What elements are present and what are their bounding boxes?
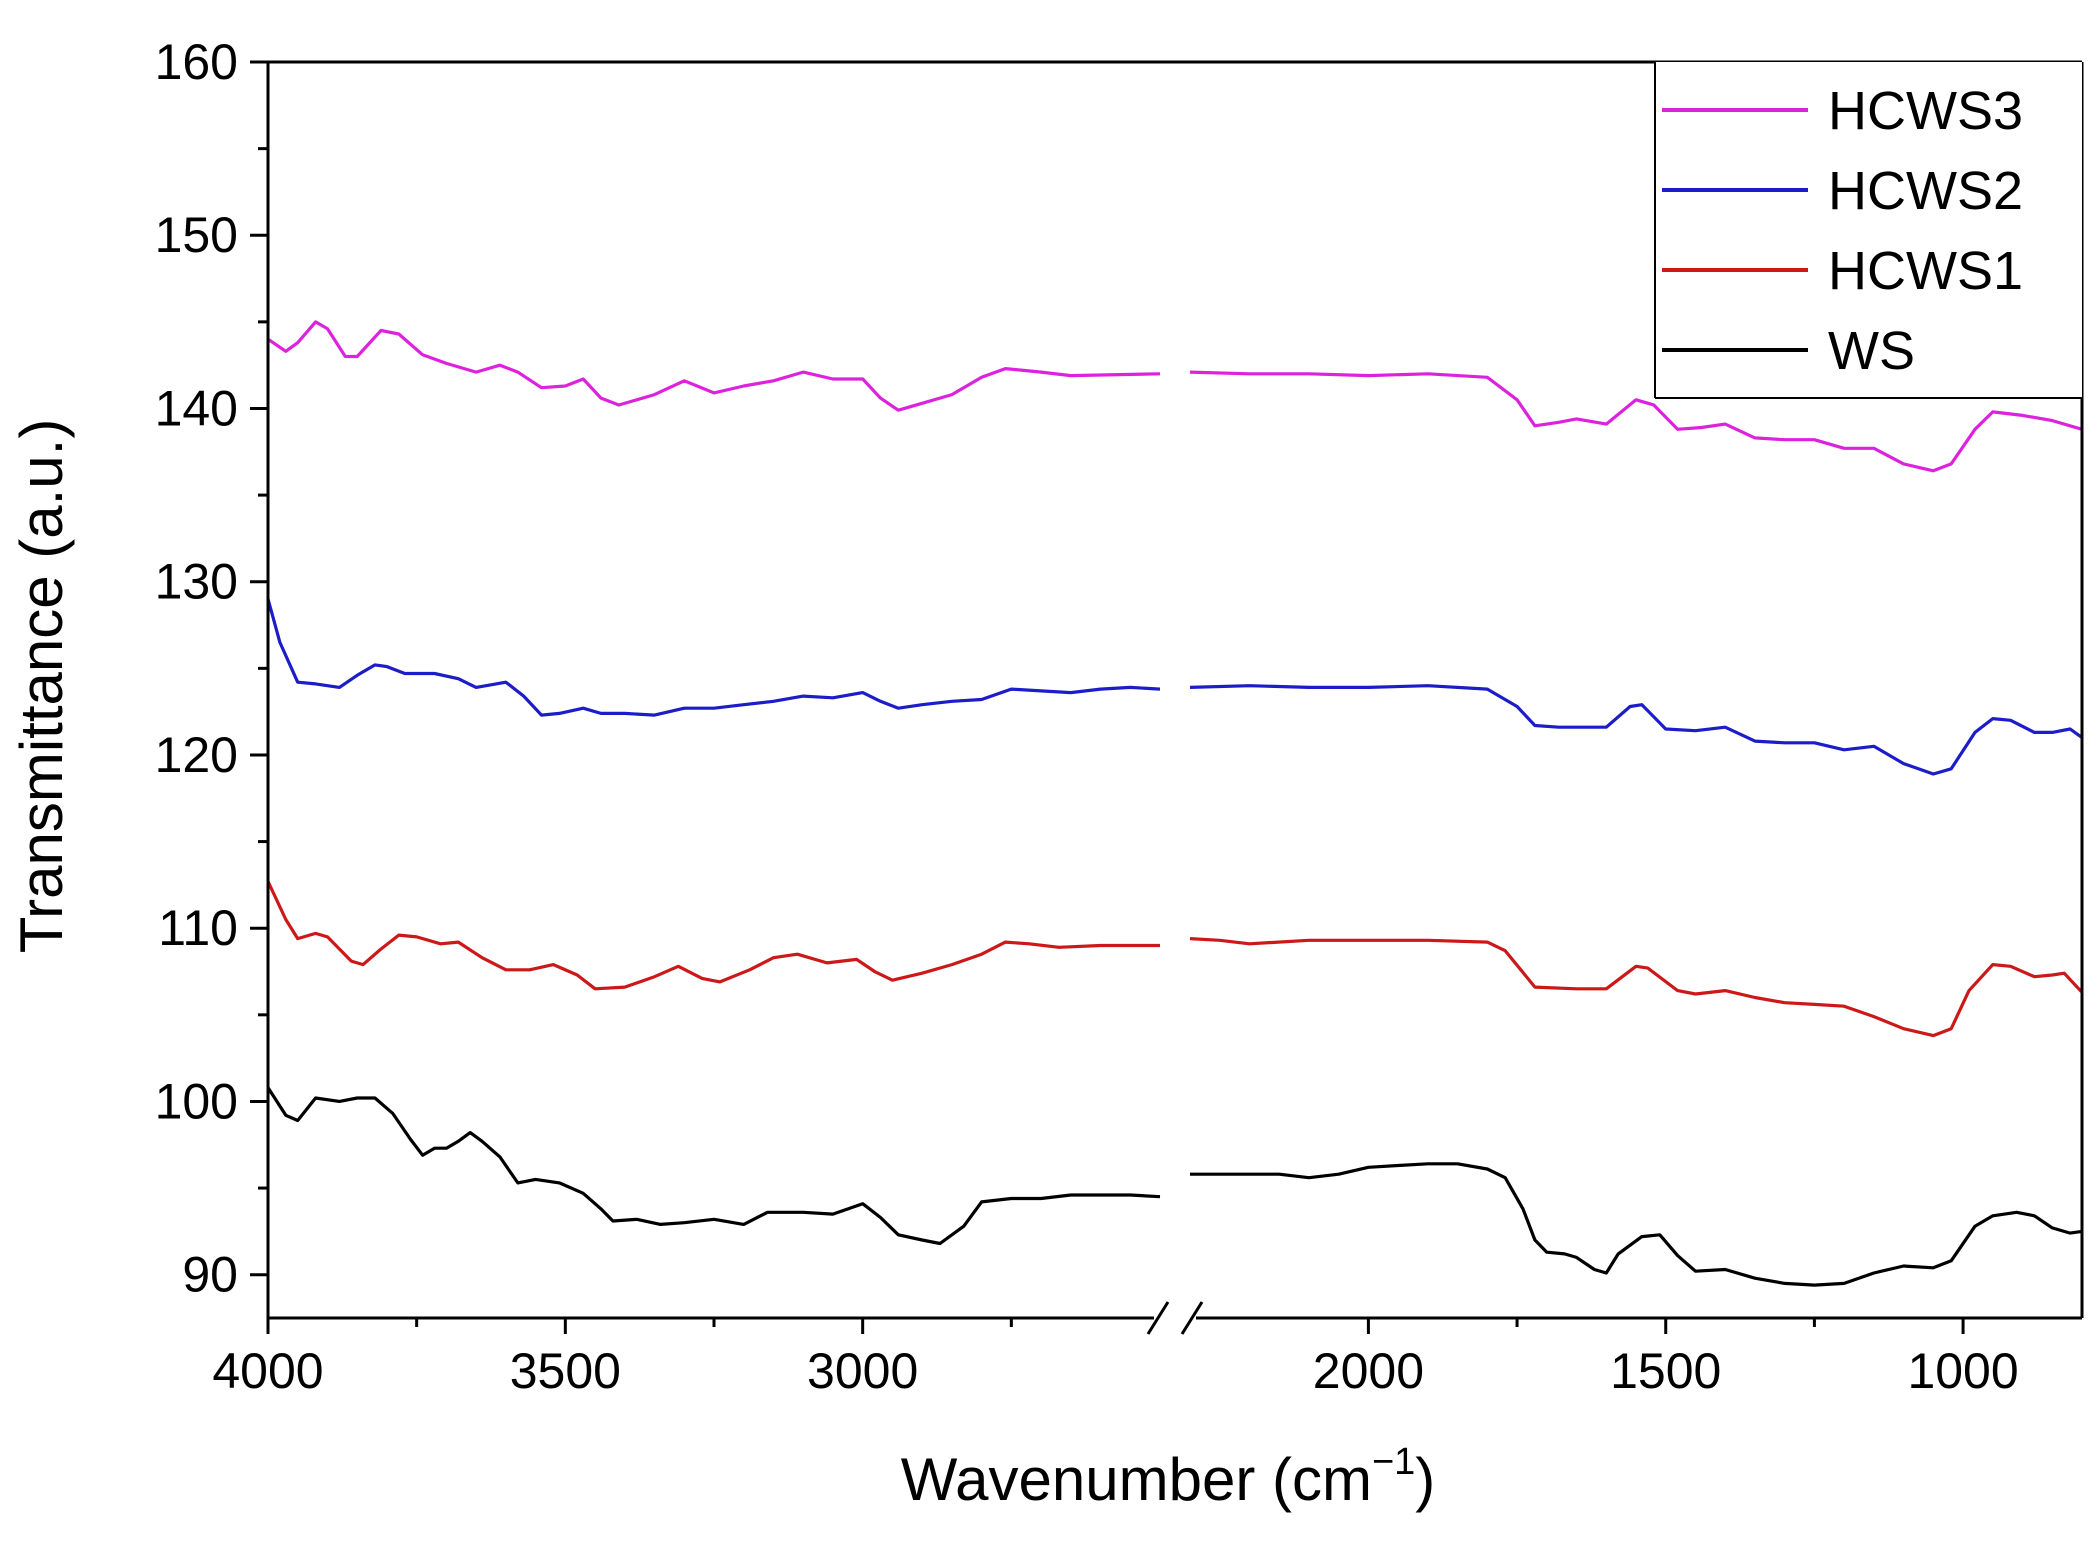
series-line-hcws1-segment-1: [266, 880, 1160, 991]
legend-label-hcws3: HCWS3: [1828, 81, 2023, 141]
y-tick-label-90: 90: [182, 1247, 238, 1303]
x-tick-label-2000: 2000: [1313, 1343, 1424, 1399]
series-line-hcws3-segment-1: [267, 320, 1161, 412]
x-axis-title: Wavenumber (cm−1): [901, 1441, 1436, 1513]
series-line-hcws2-segment-1: [266, 598, 1161, 717]
x-tick-label-1500: 1500: [1610, 1343, 1721, 1399]
x-tick-label-3500: 3500: [510, 1343, 621, 1399]
axis-break-gap: [1156, 1303, 1194, 1333]
y-tick-label-120: 120: [155, 727, 238, 783]
y-tick-label-130: 130: [155, 554, 238, 610]
y-tick-label-140: 140: [155, 380, 238, 436]
x-tick-label-1000: 1000: [1907, 1343, 2018, 1399]
series-line-ws-segment-1: [266, 1086, 1161, 1246]
x-tick-label-4000: 4000: [212, 1343, 323, 1399]
series-line-hcws3-segment-2: [1189, 370, 2083, 473]
legend-box: [1655, 62, 2082, 398]
legend-label-hcws2: HCWS2: [1828, 161, 2023, 221]
x-axis-title-close: ): [1415, 1446, 1435, 1513]
series-line-hcws1-segment-2: [1189, 937, 2084, 1038]
axis-break-mark-1: [1146, 1301, 1170, 1335]
y-axis-title: Transmittance (a.u.): [8, 419, 75, 954]
x-tick-label-3000: 3000: [807, 1343, 918, 1399]
legend: HCWS3 HCWS2 HCWS1 WS: [1654, 62, 2082, 399]
ticks: 4000 3500 3000 2000 1500 1000 90 100 110 120 130 14…: [155, 34, 2019, 1399]
plot-lines: [266, 320, 2084, 1287]
y-tick-label-160: 160: [155, 34, 238, 90]
series-line-ws-segment-2: [1190, 1162, 2083, 1287]
y-tick-label-150: 150: [155, 207, 238, 263]
legend-label-hcws1: HCWS1: [1828, 241, 2023, 301]
x-axis-title-superscript: −1: [1372, 1441, 1415, 1483]
y-tick-label-100: 100: [155, 1073, 238, 1129]
x-axis-title-main: Wavenumber (cm: [901, 1446, 1372, 1513]
series-line-hcws2-segment-2: [1189, 684, 2083, 776]
legend-label-ws: WS: [1828, 321, 1915, 381]
y-tick-label-110: 110: [158, 900, 238, 956]
axis-break-mark-2: [1180, 1301, 1204, 1335]
